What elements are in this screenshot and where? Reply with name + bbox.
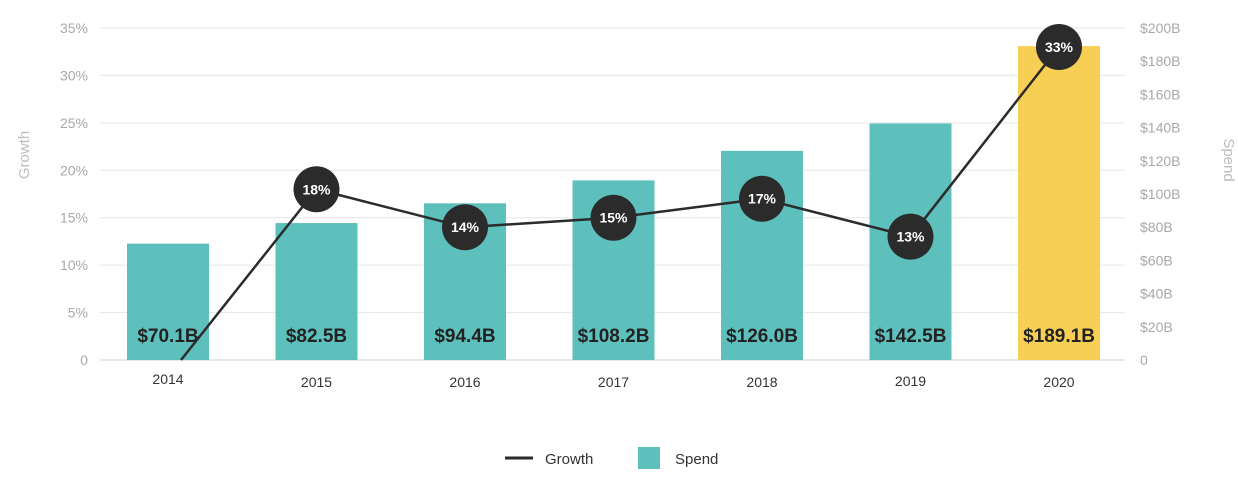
right-tick-label: $40B bbox=[1140, 286, 1173, 302]
growth-point bbox=[590, 194, 637, 241]
spend-bar-label: $189.1B bbox=[1023, 326, 1095, 347]
right-tick-label: $160B bbox=[1140, 86, 1180, 102]
spend-bar bbox=[275, 223, 358, 360]
growth-point bbox=[739, 175, 785, 222]
right-tick-label: $140B bbox=[1140, 120, 1180, 136]
x-tick-label: 2015 bbox=[301, 374, 332, 390]
spend-bar-label: $142.5B bbox=[875, 326, 947, 347]
left-tick-label: 15% bbox=[60, 210, 88, 226]
legend-spend-swatch bbox=[638, 447, 660, 469]
x-tick-label: 2016 bbox=[449, 374, 480, 390]
left-tick-label: 0 bbox=[80, 352, 88, 368]
x-tick-label: 2019 bbox=[895, 373, 926, 389]
x-tick-label: 2014 bbox=[152, 371, 183, 387]
growth-line-layer: 18% 14% 15% 17% 13% 33% bbox=[180, 23, 1082, 361]
right-tick-label: $80B bbox=[1140, 219, 1173, 235]
growth-point bbox=[293, 166, 340, 213]
right-axis-ticks: 0 $20B $40B $60B $80B $100B $120B $140B $160B $18… bbox=[1140, 20, 1180, 368]
spend-bar-label: $126.0B bbox=[726, 326, 798, 347]
growth-point bbox=[887, 213, 934, 260]
growth-point-label: 15% bbox=[599, 210, 628, 226]
spend-bar-label: $94.4B bbox=[434, 326, 495, 347]
left-axis-title: Growth bbox=[16, 131, 33, 179]
growth-point-label: 14% bbox=[451, 219, 480, 235]
right-tick-label: $20B bbox=[1140, 319, 1173, 335]
left-axis-ticks: 0 5% 10% 15% 20% 25% 30% 35% bbox=[60, 20, 88, 368]
right-tick-label: $100B bbox=[1140, 186, 1180, 202]
growth-point-label: 33% bbox=[1045, 39, 1074, 55]
spend-bar-label: $82.5B bbox=[286, 326, 347, 347]
legend: Growth Spend bbox=[505, 447, 718, 469]
left-tick-label: 30% bbox=[60, 67, 88, 83]
legend-growth-label: Growth bbox=[545, 451, 593, 468]
growth-point bbox=[442, 204, 488, 251]
bars: $70.1B $82.5B $94.4B $108.2B $126.0B $142.5B $… bbox=[127, 46, 1100, 361]
left-tick-label: 25% bbox=[60, 115, 88, 131]
left-tick-label: 10% bbox=[60, 257, 88, 273]
growth-point-label: 18% bbox=[302, 181, 331, 197]
left-tick-label: 35% bbox=[60, 20, 88, 36]
right-tick-label: 0 bbox=[1140, 352, 1148, 368]
spend-bar-label: $70.1B bbox=[137, 326, 198, 347]
spend-bar bbox=[1018, 46, 1100, 361]
left-tick-label: 20% bbox=[60, 162, 88, 178]
right-tick-label: $200B bbox=[1140, 20, 1180, 36]
x-tick-label: 2020 bbox=[1043, 374, 1074, 390]
left-tick-label: 5% bbox=[68, 305, 88, 321]
right-tick-label: $120B bbox=[1140, 153, 1180, 169]
legend-spend-label: Spend bbox=[675, 451, 718, 468]
right-tick-label: $60B bbox=[1140, 252, 1173, 268]
growth-point-label: 13% bbox=[896, 229, 925, 245]
right-tick-label: $180B bbox=[1140, 53, 1180, 69]
x-tick-label: 2018 bbox=[746, 374, 777, 390]
x-axis-ticks: 2014 2015 2016 2017 2018 2019 2020 bbox=[152, 371, 1074, 390]
growth-point bbox=[1036, 23, 1082, 70]
x-tick-label: 2017 bbox=[598, 374, 629, 390]
right-axis-title: Spend bbox=[1220, 138, 1237, 181]
spend-bar-label: $108.2B bbox=[578, 326, 650, 347]
growth-point-label: 17% bbox=[748, 191, 777, 207]
